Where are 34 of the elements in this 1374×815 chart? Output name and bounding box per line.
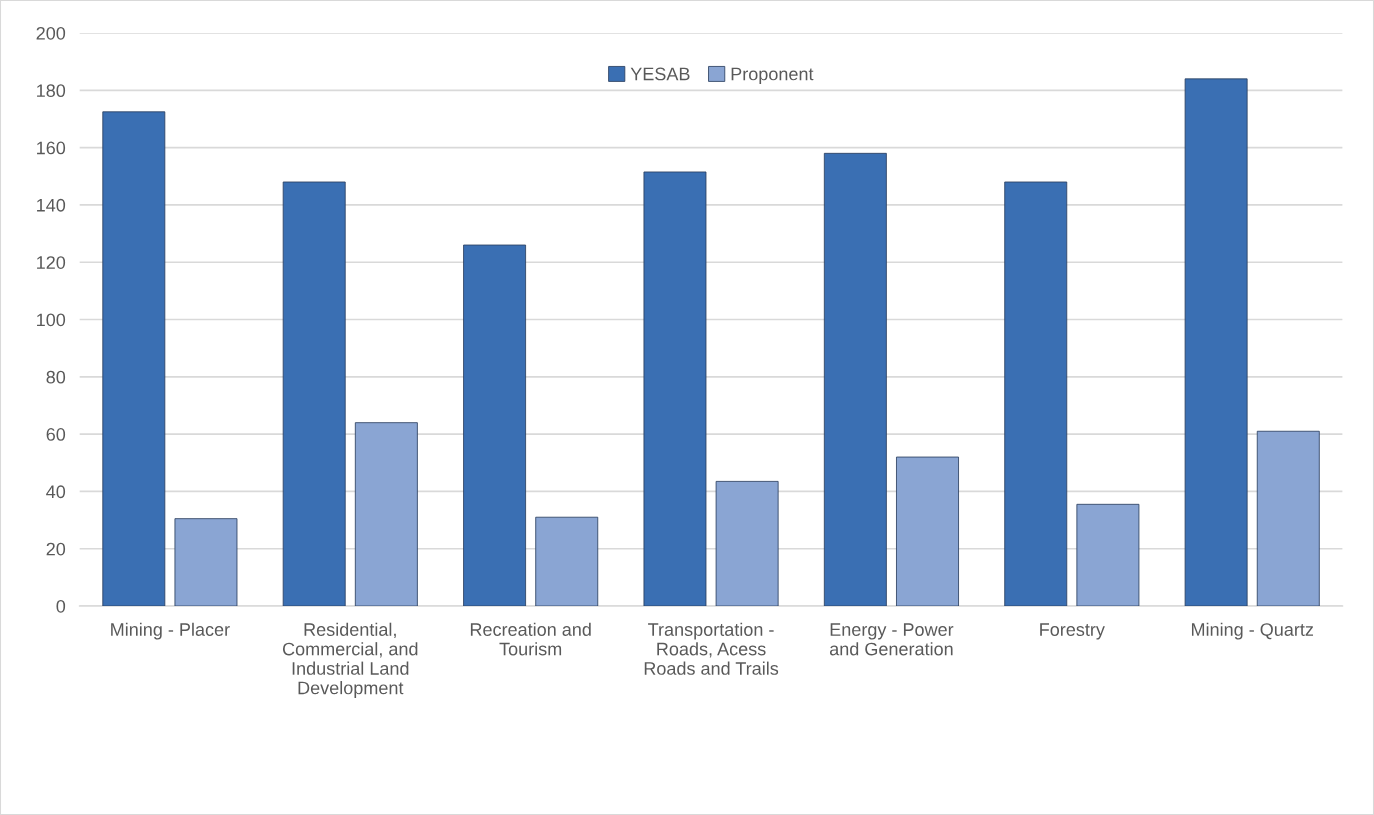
bar bbox=[354, 422, 418, 607]
y-tick-label: 200 bbox=[36, 26, 66, 40]
x-tick-label: Residential, Commercial, and Industrial Land Development bbox=[282, 622, 418, 698]
y-tick-label: 80 bbox=[46, 370, 66, 384]
legend-label: YESAB bbox=[630, 67, 690, 81]
bar bbox=[463, 244, 527, 607]
bar bbox=[535, 516, 599, 607]
y-tick-label: 120 bbox=[37, 256, 66, 269]
y-tick-label: 160 bbox=[37, 141, 66, 155]
y-tick-label: 40 bbox=[46, 485, 66, 499]
bar bbox=[174, 518, 238, 607]
y-tick-label: 60 bbox=[46, 428, 66, 441]
y-tick-label: 140 bbox=[37, 198, 66, 212]
x-tick-label: Recreation and Tourism bbox=[470, 622, 591, 656]
bar bbox=[823, 152, 887, 607]
bar bbox=[715, 480, 779, 607]
y-tick-label: 100 bbox=[37, 313, 66, 327]
x-tick-label: Forestry bbox=[1040, 623, 1105, 640]
bar bbox=[102, 111, 166, 607]
bar bbox=[282, 181, 346, 607]
x-tick-label: Mining - Placer bbox=[111, 622, 230, 640]
bar bbox=[1256, 430, 1320, 607]
x-tick-label: Transportation - Roads, Acess Roads and Trails bbox=[644, 622, 779, 675]
x-tick-label: Energy - Power and Generation bbox=[829, 623, 954, 656]
bar bbox=[896, 456, 959, 607]
y-tick-label: 180 bbox=[37, 84, 66, 98]
y-tick-label: 0 bbox=[56, 599, 66, 613]
y-tick-label: 20 bbox=[46, 542, 66, 556]
bar bbox=[643, 171, 707, 607]
legend-label: Proponent bbox=[731, 67, 814, 84]
bar bbox=[1184, 78, 1248, 607]
bar bbox=[1004, 181, 1068, 607]
x-tick-label: Mining - Quartz bbox=[1191, 622, 1314, 640]
bar bbox=[1076, 503, 1140, 607]
